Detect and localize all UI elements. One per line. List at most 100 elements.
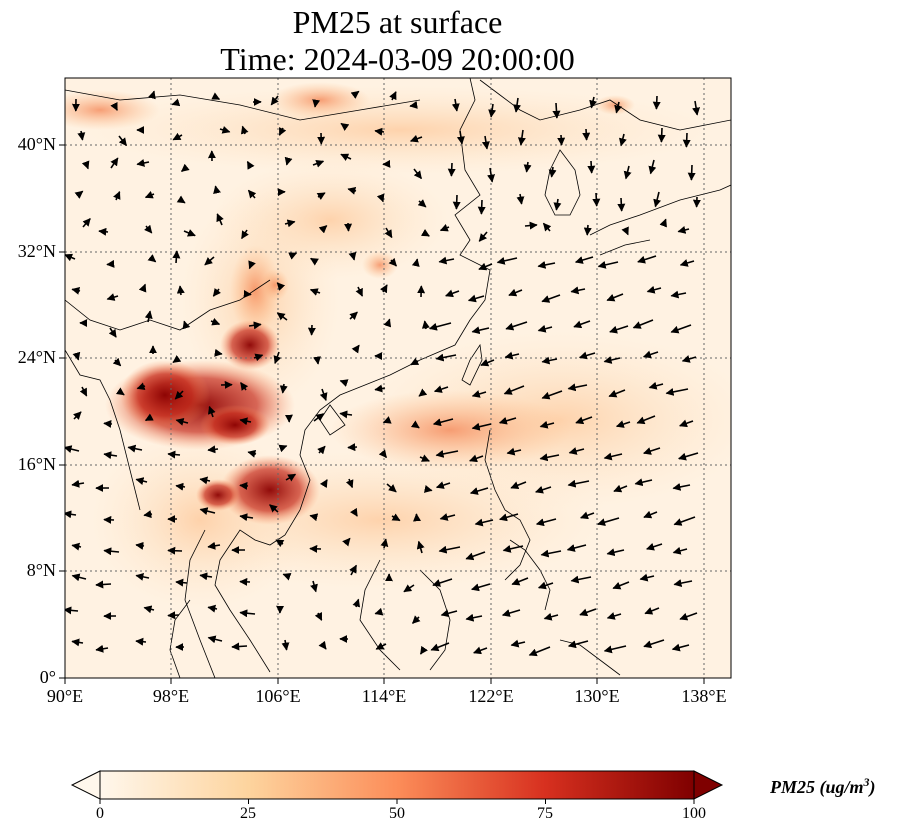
wind-arrow bbox=[247, 449, 257, 458]
wind-arrow bbox=[513, 97, 521, 113]
wind-arrow bbox=[580, 511, 595, 520]
wind-arrow bbox=[374, 127, 385, 136]
colorbar-min-extend bbox=[70, 770, 101, 800]
wind-arrow bbox=[587, 160, 596, 174]
wind-arrow bbox=[439, 223, 450, 232]
wind-arrow bbox=[345, 478, 354, 489]
wind-arrow bbox=[384, 227, 393, 239]
wind-arrow bbox=[615, 420, 631, 428]
wind-arrow bbox=[71, 479, 85, 488]
wind-arrow bbox=[467, 294, 485, 303]
wind-arrow bbox=[135, 541, 145, 550]
wind-arrow bbox=[465, 613, 483, 622]
wind-arrow bbox=[347, 443, 358, 452]
wind-arrow bbox=[589, 96, 597, 109]
wind-arrow bbox=[567, 383, 588, 392]
wind-arrow bbox=[95, 580, 112, 589]
wind-arrow bbox=[618, 133, 627, 147]
wind-arrow bbox=[648, 159, 657, 175]
wind-arrow bbox=[388, 257, 397, 267]
wind-arrow bbox=[539, 420, 555, 429]
wind-arrow bbox=[419, 645, 428, 655]
wind-arrow bbox=[440, 609, 458, 618]
colorbar-tick-label: 75 bbox=[537, 805, 553, 822]
wind-arrow bbox=[79, 386, 88, 397]
wind-arrow bbox=[471, 390, 487, 398]
wind-arrow bbox=[481, 135, 490, 150]
wind-arrow bbox=[278, 126, 287, 136]
wind-arrow bbox=[480, 358, 495, 367]
wind-arrow bbox=[138, 283, 147, 293]
wind-arrow bbox=[143, 510, 153, 519]
wind-arrow bbox=[636, 415, 656, 425]
wind-arrow bbox=[112, 357, 122, 367]
wind-arrow bbox=[240, 382, 249, 391]
wind-arrow bbox=[172, 250, 181, 264]
wind-arrow bbox=[506, 447, 522, 456]
wind-arrow bbox=[634, 478, 653, 487]
wind-arrow bbox=[213, 185, 221, 195]
wind-arrow bbox=[378, 449, 388, 459]
wind-arrow bbox=[175, 482, 186, 491]
colorbar-body bbox=[99, 770, 695, 800]
wind-arrow bbox=[276, 312, 288, 321]
wind-arrow bbox=[469, 487, 489, 495]
wind-arrow bbox=[391, 513, 401, 522]
wind-arrow bbox=[535, 518, 557, 527]
wind-arrow bbox=[248, 260, 256, 270]
wind-arrow bbox=[452, 194, 461, 210]
wind-arrow bbox=[135, 572, 150, 581]
wind-arrow bbox=[653, 191, 662, 208]
wind-arrow bbox=[383, 318, 392, 328]
wind-arrow bbox=[582, 128, 591, 141]
wind-arrow bbox=[552, 102, 561, 119]
colorbar-tick-label: 25 bbox=[240, 805, 256, 822]
wind-arrow bbox=[652, 95, 661, 110]
wind-arrow bbox=[314, 611, 323, 621]
map-frame bbox=[64, 77, 732, 679]
wind-arrow bbox=[199, 572, 213, 581]
wind-arrow bbox=[310, 580, 318, 593]
lat-tick-label: 0° bbox=[39, 667, 56, 687]
wind-arrow bbox=[578, 351, 596, 360]
wind-arrow bbox=[535, 485, 552, 494]
wind-arrow bbox=[352, 598, 361, 608]
wind-arrow bbox=[670, 324, 692, 334]
wind-arrow bbox=[403, 584, 415, 593]
wind-arrow bbox=[172, 132, 183, 141]
wind-arrow bbox=[270, 95, 279, 106]
wind-arrow bbox=[374, 384, 386, 393]
wind-arrow bbox=[310, 257, 319, 266]
wind-arrow bbox=[488, 103, 497, 118]
wind-arrow bbox=[642, 350, 659, 359]
wind-arrow bbox=[347, 186, 357, 195]
colorbar-label: PM25 (ug/m3) bbox=[770, 775, 876, 798]
wind-arrow bbox=[411, 258, 420, 267]
wind-arrow bbox=[682, 132, 691, 148]
wind-arrow bbox=[679, 259, 695, 267]
lon-tick-label: 138°E bbox=[681, 686, 727, 706]
wind-arrow bbox=[374, 607, 384, 616]
wind-arrow bbox=[516, 193, 525, 205]
wind-arrow bbox=[248, 321, 262, 330]
wind-arrow bbox=[355, 286, 364, 297]
wind-arrow bbox=[167, 546, 183, 555]
wind-arrow bbox=[673, 516, 696, 526]
wind-arrow bbox=[135, 637, 147, 646]
wind-arrow bbox=[77, 130, 86, 141]
wind-arrow bbox=[180, 163, 190, 173]
wind-arrow bbox=[340, 122, 350, 131]
wind-arrow bbox=[219, 125, 231, 134]
wind-arrow bbox=[566, 544, 587, 552]
wind-arrow bbox=[665, 387, 689, 396]
wind-arrow bbox=[175, 417, 189, 426]
wind-arrow bbox=[643, 510, 658, 519]
wind-arrow bbox=[477, 199, 486, 215]
wind-arrow bbox=[81, 160, 90, 170]
wind-arrow bbox=[239, 513, 254, 522]
colorbar-label-end: ) bbox=[869, 777, 876, 797]
wind-arrow bbox=[273, 351, 282, 365]
lon-tick-label: 122°E bbox=[468, 686, 514, 706]
wind-arrow bbox=[199, 507, 216, 516]
